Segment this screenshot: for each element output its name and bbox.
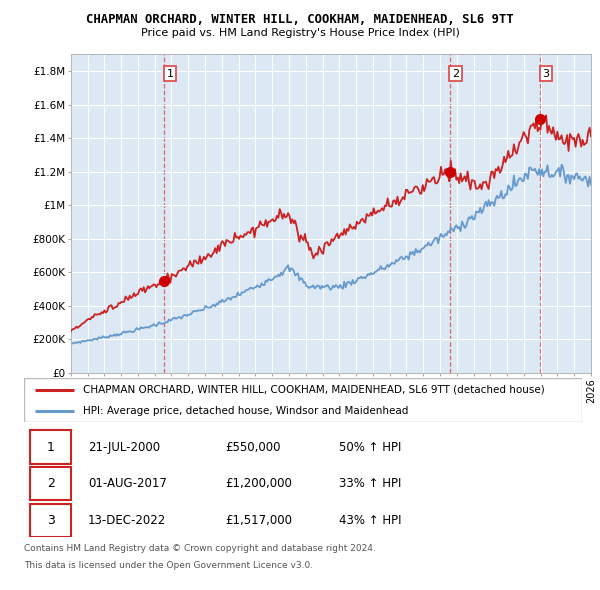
Text: This data is licensed under the Open Government Licence v3.0.: This data is licensed under the Open Gov…	[24, 560, 313, 569]
Text: £1,200,000: £1,200,000	[225, 477, 292, 490]
Text: 2: 2	[47, 477, 55, 490]
Text: HPI: Average price, detached house, Windsor and Maidenhead: HPI: Average price, detached house, Wind…	[83, 407, 408, 416]
FancyBboxPatch shape	[29, 431, 71, 464]
Text: 50% ↑ HPI: 50% ↑ HPI	[339, 441, 401, 454]
Text: 13-DEC-2022: 13-DEC-2022	[88, 514, 166, 527]
Text: 01-AUG-2017: 01-AUG-2017	[88, 477, 167, 490]
Text: 1: 1	[47, 441, 55, 454]
Text: 33% ↑ HPI: 33% ↑ HPI	[339, 477, 401, 490]
FancyBboxPatch shape	[29, 504, 71, 537]
Text: £550,000: £550,000	[225, 441, 280, 454]
Text: 21-JUL-2000: 21-JUL-2000	[88, 441, 160, 454]
Text: £1,517,000: £1,517,000	[225, 514, 292, 527]
Text: 2: 2	[452, 68, 460, 78]
Text: Contains HM Land Registry data © Crown copyright and database right 2024.: Contains HM Land Registry data © Crown c…	[24, 544, 376, 553]
FancyBboxPatch shape	[29, 467, 71, 500]
Text: CHAPMAN ORCHARD, WINTER HILL, COOKHAM, MAIDENHEAD, SL6 9TT: CHAPMAN ORCHARD, WINTER HILL, COOKHAM, M…	[86, 13, 514, 26]
Text: 43% ↑ HPI: 43% ↑ HPI	[339, 514, 402, 527]
Text: 1: 1	[166, 68, 173, 78]
Text: Price paid vs. HM Land Registry's House Price Index (HPI): Price paid vs. HM Land Registry's House …	[140, 28, 460, 38]
Text: CHAPMAN ORCHARD, WINTER HILL, COOKHAM, MAIDENHEAD, SL6 9TT (detached house): CHAPMAN ORCHARD, WINTER HILL, COOKHAM, M…	[83, 385, 544, 395]
Text: 3: 3	[542, 68, 550, 78]
FancyBboxPatch shape	[24, 378, 582, 422]
Text: 3: 3	[47, 514, 55, 527]
